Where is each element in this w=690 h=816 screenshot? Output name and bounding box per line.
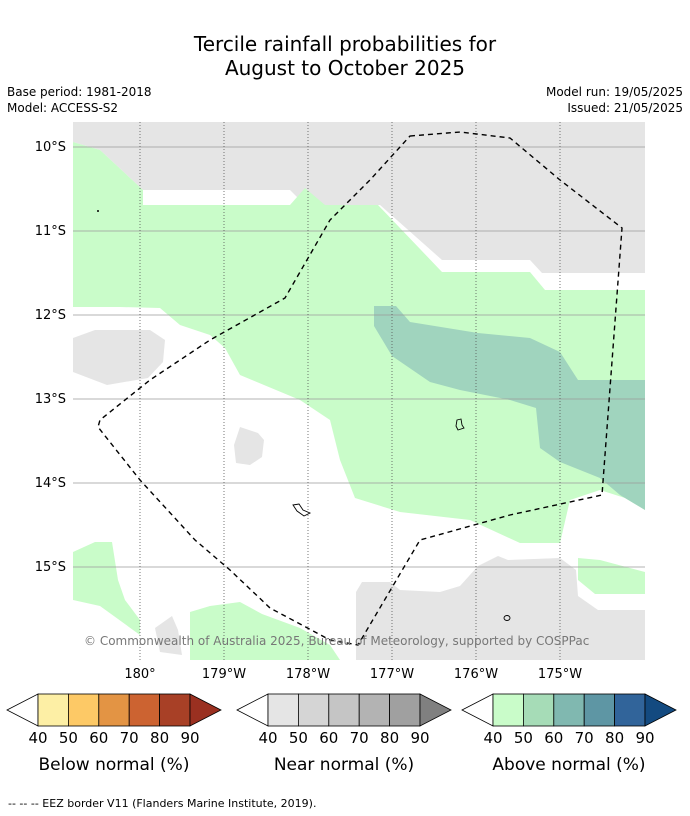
near-normal-swatch bbox=[389, 693, 421, 727]
lon-label-175w: 175°W bbox=[538, 667, 582, 682]
near-normal-region-southeast bbox=[356, 556, 645, 660]
above-normal-region-main bbox=[73, 142, 645, 543]
near-normal-tick: 70 bbox=[350, 729, 369, 747]
model-run-text: Model run: 19/05/2025 bbox=[545, 85, 683, 99]
above-normal-extend-high bbox=[644, 693, 677, 727]
above-normal-tick: 80 bbox=[605, 729, 624, 747]
eez-footnote: -- -- -- EEZ border V11 (Flanders Marine… bbox=[8, 797, 317, 810]
above-normal-region-south bbox=[190, 602, 340, 660]
lon-label-180: 180° bbox=[124, 667, 155, 682]
lat-label-13s: 13°S bbox=[35, 392, 66, 407]
near-normal-swatch bbox=[358, 693, 391, 727]
copyright-credit: © Commonwealth of Australia 2025, Bureau… bbox=[84, 634, 589, 648]
above-normal-tick: 50 bbox=[514, 729, 533, 747]
near-normal-swatch bbox=[267, 693, 299, 727]
above-normal-swatch bbox=[492, 693, 524, 727]
below-normal-tick: 70 bbox=[120, 729, 139, 747]
colorbar-legend: 40 50 60 70 80 90 Below normal (%) 40 50 60 70 80 90… bbox=[6, 693, 677, 775]
base-period-text: Base period: 1981-2018 bbox=[7, 85, 152, 99]
near-normal-colorbar: 40 50 60 70 80 90 Near normal (%) bbox=[236, 693, 452, 775]
below-normal-title: Below normal (%) bbox=[39, 755, 190, 775]
below-normal-colorbar: 40 50 60 70 80 90 Below normal (%) bbox=[6, 693, 222, 775]
near-normal-tick: 50 bbox=[289, 729, 308, 747]
below-normal-tick: 50 bbox=[59, 729, 78, 747]
lat-label-12s: 12°S bbox=[35, 308, 66, 323]
below-normal-swatch bbox=[128, 693, 160, 727]
latitude-axis: 10°S 11°S 12°S 13°S 14°S 15°S bbox=[35, 140, 66, 575]
eez-border bbox=[97, 131, 623, 646]
latitude-gridlines bbox=[73, 146, 645, 568]
below-normal-tick: 40 bbox=[28, 729, 47, 747]
near-normal-title: Near normal (%) bbox=[274, 755, 414, 775]
above-normal-title: Above normal (%) bbox=[492, 755, 645, 775]
issued-text: Issued: 21/05/2025 bbox=[567, 101, 683, 115]
lat-label-10s: 10°S bbox=[35, 140, 66, 155]
below-normal-swatch bbox=[159, 693, 191, 727]
above-normal-tick: 90 bbox=[635, 729, 654, 747]
above-normal-region-southwest bbox=[73, 542, 140, 635]
below-normal-swatch bbox=[68, 693, 100, 727]
island-dot-northwest bbox=[97, 210, 99, 212]
above-normal-swatch bbox=[614, 693, 646, 727]
near-normal-region-north bbox=[73, 122, 645, 273]
near-normal-extend-low bbox=[236, 693, 269, 727]
near-normal-swatch bbox=[297, 693, 330, 727]
near-normal-tick: 40 bbox=[258, 729, 277, 747]
near-normal-tick: 90 bbox=[410, 729, 429, 747]
below-normal-swatch bbox=[37, 693, 69, 727]
above-normal-60-region bbox=[374, 306, 645, 510]
near-normal-tick: 60 bbox=[319, 729, 338, 747]
lon-label-177w: 177°W bbox=[370, 667, 414, 682]
above-normal-tick: 40 bbox=[483, 729, 502, 747]
lat-label-15s: 15°S bbox=[35, 560, 66, 575]
near-normal-swatch bbox=[328, 693, 360, 727]
below-normal-extend-high bbox=[189, 693, 222, 727]
above-normal-extend-low bbox=[461, 693, 494, 727]
below-normal-tick: 90 bbox=[180, 729, 199, 747]
below-normal-tick: 80 bbox=[150, 729, 169, 747]
model-text: Model: ACCESS-S2 bbox=[7, 101, 119, 115]
near-normal-region-south bbox=[155, 616, 182, 655]
map-panel: © Commonwealth of Australia 2025, Bureau… bbox=[73, 122, 645, 660]
near-normal-extend-high bbox=[419, 693, 452, 727]
island-outline-south bbox=[292, 503, 312, 517]
lon-label-179w: 179°W bbox=[202, 667, 246, 682]
above-normal-swatch bbox=[523, 693, 555, 727]
near-normal-tick: 80 bbox=[380, 729, 399, 747]
above-normal-tick: 60 bbox=[544, 729, 563, 747]
below-normal-tick: 60 bbox=[89, 729, 108, 747]
lat-label-14s: 14°S bbox=[35, 476, 66, 491]
lon-label-178w: 178°W bbox=[286, 667, 330, 682]
above-normal-swatch bbox=[553, 693, 585, 727]
near-normal-region-west bbox=[73, 330, 165, 385]
below-normal-swatch bbox=[98, 693, 130, 727]
above-normal-colorbar: 40 50 60 70 80 90 Above normal (%) bbox=[461, 693, 677, 775]
below-normal-extend-low bbox=[6, 693, 39, 727]
lat-label-11s: 11°S bbox=[35, 224, 66, 239]
map-title-line1: Tercile rainfall probabilities for bbox=[193, 32, 497, 56]
map-title-line2: August to October 2025 bbox=[224, 56, 466, 80]
near-normal-region-island bbox=[234, 427, 264, 465]
above-normal-tick: 70 bbox=[575, 729, 594, 747]
island-outline-east bbox=[455, 418, 465, 431]
above-normal-swatch bbox=[583, 693, 616, 727]
longitude-axis: 180° 179°W 178°W 177°W 176°W 175°W bbox=[124, 667, 582, 682]
island-outline-southeast bbox=[503, 615, 511, 621]
lon-label-176w: 176°W bbox=[454, 667, 498, 682]
